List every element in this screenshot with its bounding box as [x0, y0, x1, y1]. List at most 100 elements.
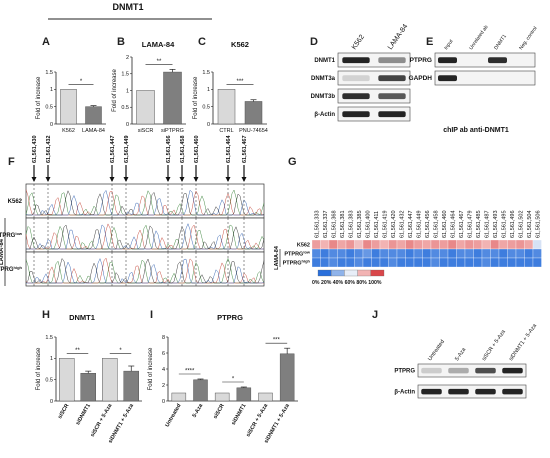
- y-tick-label: 2: [126, 55, 129, 61]
- position-label: 61,561,432: [46, 135, 52, 163]
- methylation-heatmap-G: 61,561,333 61,561,337 61,561,368 61,561,381…: [274, 210, 542, 286]
- position-label: 61,561,430: [32, 135, 38, 163]
- heatmap-cell: [524, 239, 534, 250]
- heatmap-cell: [354, 257, 364, 268]
- chromatogram-row-label: PTPRGlow: [0, 231, 23, 239]
- blot-strip: [337, 52, 411, 68]
- heatmap-cell: [498, 239, 508, 250]
- blot-band: [438, 57, 457, 64]
- bar: [85, 106, 102, 125]
- significance-mark: ***: [273, 338, 281, 344]
- heatmap-cell: [532, 257, 542, 268]
- arrow-head: [225, 177, 231, 182]
- arrow-head: [45, 177, 51, 182]
- row-label-main: PTPRG: [0, 233, 16, 239]
- arrow-head: [31, 177, 37, 182]
- heatmap-cell: [413, 257, 423, 268]
- y-tick-label: 0.5: [45, 104, 53, 110]
- heatmap-cell: [422, 248, 432, 259]
- y-tick-label: 0: [162, 399, 165, 405]
- bar: [236, 387, 252, 402]
- bar: [244, 101, 263, 125]
- heatmap-cell: [473, 239, 483, 250]
- heatmap-cell: [396, 257, 406, 268]
- heatmap-cell: [447, 257, 457, 268]
- cpg-position-label: 61,561,381: [340, 210, 346, 238]
- heatmap-cell: [498, 248, 508, 259]
- panel-label-A: A: [42, 36, 50, 48]
- y-tick-label: 0.5: [202, 104, 210, 110]
- heatmap-cell: [388, 239, 398, 250]
- cpg-position-label: 61,561,479: [467, 210, 473, 238]
- y-axis-label: Fold of increase: [148, 347, 154, 390]
- blot-strip: [434, 70, 536, 86]
- category-label: siDNMT1: [75, 403, 92, 426]
- significance-mark: *: [80, 79, 83, 85]
- heatmap-cell: [422, 239, 432, 250]
- chromatogram-row-label: K562: [8, 199, 23, 205]
- chromatogram-trace: [25, 257, 265, 284]
- arrow-head: [193, 177, 199, 182]
- blot-band: [421, 367, 442, 374]
- cpg-position-label: 61,561,506: [535, 210, 541, 238]
- y-tick-label: 1: [50, 356, 53, 362]
- y-axis-label: Fold of increase: [112, 69, 118, 112]
- y-tick-label: 1: [126, 88, 129, 94]
- heatmap-cell: [490, 257, 500, 268]
- bar: [102, 358, 118, 402]
- blot-strip: [337, 88, 411, 104]
- y-tick-label: 0: [126, 122, 129, 128]
- cpg-position-label: 61,561,432: [399, 210, 405, 238]
- side-label: LAMA-84: [0, 238, 5, 265]
- arrow-head: [179, 177, 185, 182]
- heatmap-cell: [456, 239, 466, 250]
- y-tick-label: 0.5: [121, 105, 129, 111]
- blot-band: [378, 57, 406, 64]
- heatmap-cell: [447, 239, 457, 250]
- position-label: 61,561,449: [124, 135, 130, 163]
- heatmap-cell: [328, 248, 338, 259]
- y-axis-label: Fold of increase: [193, 76, 199, 119]
- heatmap-cell: [430, 248, 440, 259]
- category-label: siSCR: [57, 403, 70, 420]
- cpg-position-label: 61,561,411: [374, 211, 380, 238]
- heatmap-cell: [507, 239, 517, 250]
- y-tick-label: 0: [50, 399, 53, 405]
- bar: [59, 358, 75, 402]
- chart-title-H: DNMT1: [69, 313, 95, 322]
- blot-row-label: β-Actin: [314, 112, 335, 118]
- panel-label-G: G: [288, 156, 297, 168]
- heatmap-cell: [362, 257, 372, 268]
- row-label-superscript: low: [303, 250, 311, 255]
- blot-band: [378, 93, 406, 100]
- heatmap-cell: [490, 239, 500, 250]
- heatmap-cell: [337, 257, 347, 268]
- y-tick-label: 6: [162, 351, 165, 357]
- western-blot-D: DNMT1 DNMT3a DNMT3b β-Actin K562 LAMA-84: [311, 23, 411, 122]
- blot-column-label: 5-Aza: [454, 346, 468, 362]
- blot-band: [378, 75, 406, 82]
- cpg-position-label: 61,561,487: [484, 210, 490, 238]
- category-label: siSCR + 5-Aza: [90, 402, 114, 438]
- cpg-position-label: 61,561,337: [323, 210, 329, 238]
- cpg-position-label: 61,561,502: [518, 210, 524, 238]
- row-label-main: K562: [297, 243, 310, 249]
- heatmap-cell: [345, 239, 355, 250]
- blot-row-label: PTPRG: [394, 369, 415, 375]
- cpg-position-label: 61,561,458: [433, 210, 439, 238]
- chromatogram-trace: [26, 224, 265, 250]
- panel-label-I: I: [150, 309, 153, 321]
- category-label: siDNMT1: [231, 403, 248, 426]
- heatmap-cell: [524, 257, 534, 268]
- position-label: 61,561,456: [166, 135, 172, 163]
- heatmap-cell: [320, 239, 330, 250]
- color-scale-swatch: [344, 269, 358, 277]
- heatmap-cell: [524, 248, 534, 259]
- color-scale-swatch: [357, 269, 371, 277]
- panel-label-J: J: [372, 309, 378, 321]
- heatmap-cell: [507, 257, 517, 268]
- heatmap-cell: [439, 257, 449, 268]
- bar: [123, 370, 139, 402]
